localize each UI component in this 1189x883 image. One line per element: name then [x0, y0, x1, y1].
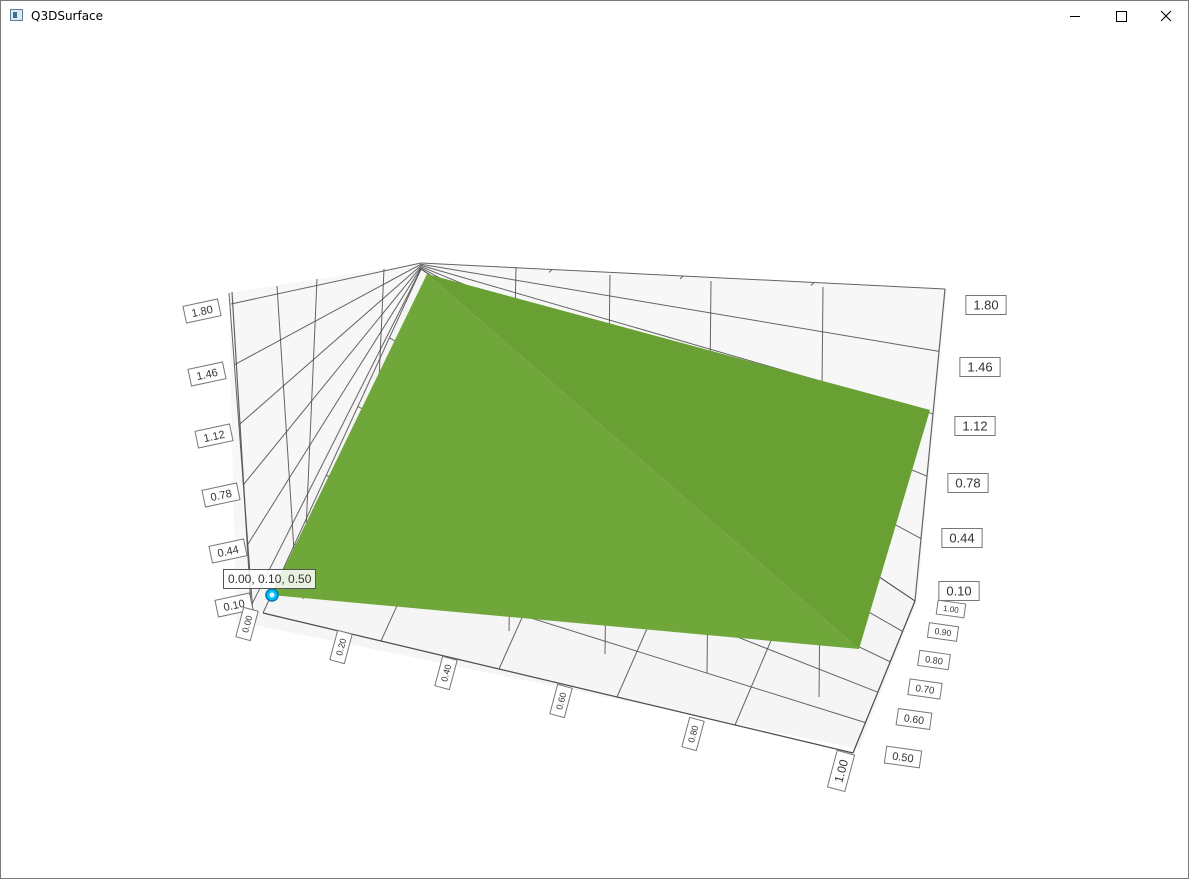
y-tick-label-right: 1.46	[960, 358, 1000, 377]
tick-label-text: 1.80	[973, 298, 998, 313]
title-bar[interactable]: Q3DSurface	[1, 1, 1188, 31]
surface-graph[interactable]: 0.10 0.44 0.78 1.12 1.46 1.80 0.10 0.44 0.78 1.12…	[1, 31, 1188, 878]
y-tick-label-left: 1.46	[188, 362, 226, 386]
x-tick-label: 0.80	[682, 717, 704, 750]
y-tick-label-right: 0.44	[942, 529, 982, 548]
selection-marker	[266, 589, 278, 601]
minimize-button[interactable]	[1052, 1, 1098, 31]
x-tick-label: 0.60	[550, 684, 572, 717]
maximize-icon	[1116, 11, 1127, 22]
x-tick-label: 1.00	[827, 750, 854, 791]
y-tick-label-right: 0.10	[939, 582, 979, 601]
z-tick-label: 0.90	[927, 623, 958, 642]
z-tick-label: 0.50	[884, 746, 921, 768]
close-icon	[1160, 10, 1172, 22]
tick-label-text: 0.78	[955, 476, 980, 491]
tick-label-text: 0.44	[949, 531, 974, 546]
tick-label-text: 0.10	[946, 584, 971, 599]
selection-label: 0.00, 0.10, 0.50	[223, 569, 316, 589]
app-icon	[10, 9, 23, 21]
y-tick-label-right: 1.80	[966, 296, 1006, 315]
z-tick-label: 0.60	[896, 709, 932, 730]
z-tick-label: 1.00	[936, 600, 966, 618]
tick-label-text: 1.12	[962, 419, 987, 434]
z-tick-label: 0.70	[908, 679, 942, 699]
y-tick-label-left: 1.80	[183, 299, 221, 323]
minimize-icon	[1070, 16, 1080, 17]
graph-viewport[interactable]: 0.10 0.44 0.78 1.12 1.46 1.80 0.10 0.44 0.78 1.12…	[1, 31, 1188, 878]
maximize-button[interactable]	[1098, 1, 1144, 31]
tick-label-text: 1.46	[967, 360, 992, 375]
selected-point-highlight	[270, 593, 275, 598]
y-tick-label-right: 0.78	[948, 474, 988, 493]
close-button[interactable]	[1143, 1, 1189, 31]
y-tick-label-right: 1.12	[955, 417, 995, 436]
z-tick-label: 0.80	[918, 650, 951, 669]
window-title: Q3DSurface	[31, 9, 103, 23]
y-tick-label-left: 1.12	[195, 424, 233, 448]
